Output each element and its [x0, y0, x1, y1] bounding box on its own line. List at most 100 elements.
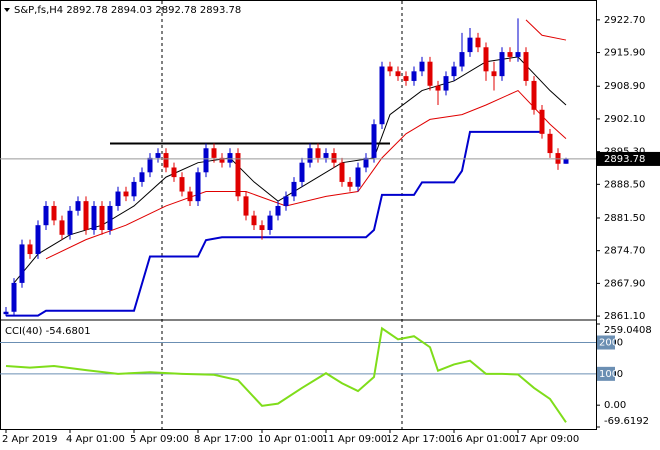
candle-body [107, 205, 113, 231]
candle-body [563, 158, 569, 164]
x-tick-label: 4 Apr 01:00 [66, 434, 125, 445]
level-label: 100 [599, 369, 618, 380]
candle-body [243, 196, 249, 216]
x-tick-label: 12 Apr 17:00 [386, 434, 451, 445]
candle-body [347, 181, 353, 187]
candle-body [259, 225, 265, 231]
candle-body [315, 148, 321, 158]
candle-body [307, 148, 313, 163]
y-tick-label: 2902.10 [604, 114, 645, 125]
x-tick-label: 11 Apr 09:00 [322, 434, 387, 445]
candle-body [419, 61, 425, 72]
candle-body [387, 66, 393, 72]
candle-body [163, 153, 169, 168]
candle-body [411, 71, 417, 81]
indicator-title: CCI(40) -54.6801 [5, 326, 91, 337]
candle-body [91, 205, 97, 231]
level-box [597, 366, 615, 381]
candle-body [355, 167, 361, 187]
indicator-line [5, 326, 567, 423]
candle-body [339, 162, 345, 182]
chart-title: S&P,fs,H4 2892.78 2894.03 2892.78 2893.7… [14, 5, 241, 16]
candle-body [539, 109, 545, 134]
candle-body [155, 153, 161, 158]
candle-body [179, 177, 185, 192]
plot-frame [0, 0, 597, 430]
menu-arrow[interactable] [4, 8, 10, 12]
y-tick-label: 2922.70 [604, 15, 645, 26]
x-tick-label: 17 Apr 09:00 [514, 434, 579, 445]
candle-body [515, 52, 521, 57]
candle-body [531, 80, 537, 110]
candle-body [251, 215, 257, 226]
candle-body [67, 210, 73, 235]
candle-body [291, 181, 297, 197]
candle-body [19, 244, 25, 283]
candle-body [427, 61, 433, 86]
x-tick-label: 2 Apr 2019 [2, 434, 57, 445]
candle-body [499, 52, 505, 77]
candle-body [35, 225, 41, 255]
candle-body [147, 157, 153, 173]
candle-body [323, 153, 329, 158]
candle-body [131, 181, 137, 197]
y-tick-label: 2867.90 [604, 278, 645, 289]
candle-body [475, 37, 481, 48]
candle-body [467, 37, 473, 53]
x-tick-label: 5 Apr 09:00 [130, 434, 189, 445]
candle-body [3, 311, 9, 315]
level-label: 200 [599, 338, 618, 349]
candle-body [219, 157, 225, 163]
x-tick-label: 10 Apr 01:00 [258, 434, 323, 445]
candle-body [99, 205, 105, 231]
last-price-box [597, 151, 660, 166]
candle-body [211, 148, 217, 158]
last-price-label: 2893.78 [604, 154, 645, 165]
candle-body [115, 191, 121, 206]
y-tick-label: 2915.90 [604, 48, 645, 59]
y-tick-label: 2908.90 [604, 81, 645, 92]
candle-body [443, 76, 449, 91]
candle-body [123, 191, 129, 197]
candle-body [51, 205, 57, 221]
candle-body [283, 196, 289, 206]
candle-body [371, 124, 377, 158]
level-box [597, 335, 615, 350]
y-tick-label: 2861.10 [604, 311, 645, 322]
x-tick-label: 16 Apr 01:00 [450, 434, 515, 445]
candle-body [379, 66, 385, 125]
candle-body [27, 244, 33, 255]
candle-body [187, 191, 193, 202]
candle-body [555, 153, 561, 164]
candle-body [43, 205, 49, 226]
candle-body [139, 172, 145, 182]
candle-body [267, 215, 273, 231]
candle-body [435, 85, 441, 91]
candle-body [275, 205, 281, 216]
candle-body [195, 172, 201, 202]
candle-body [523, 52, 529, 81]
candle-body [11, 282, 17, 312]
y-tick-label: 2874.70 [604, 246, 645, 257]
y-tick-label: 2888.50 [604, 179, 645, 190]
candle-body [451, 66, 457, 77]
candle-body [459, 52, 465, 67]
candle-body [59, 220, 65, 235]
y-tick-label: 2881.50 [604, 213, 645, 224]
candle-body [403, 76, 409, 81]
candle-body [363, 157, 369, 168]
candle-body [75, 201, 81, 211]
indicator-line [6, 130, 542, 317]
indicator-line [525, 19, 567, 41]
candle-body [83, 201, 89, 231]
x-tick-label: 8 Apr 17:00 [194, 434, 253, 445]
candle-body [395, 71, 401, 77]
candle-body [507, 52, 513, 57]
candle-body [547, 133, 553, 154]
candle-body [491, 71, 497, 77]
candle-body [235, 153, 241, 197]
candle-body [203, 148, 209, 173]
candle-body [227, 153, 233, 163]
candle-body [171, 167, 177, 178]
